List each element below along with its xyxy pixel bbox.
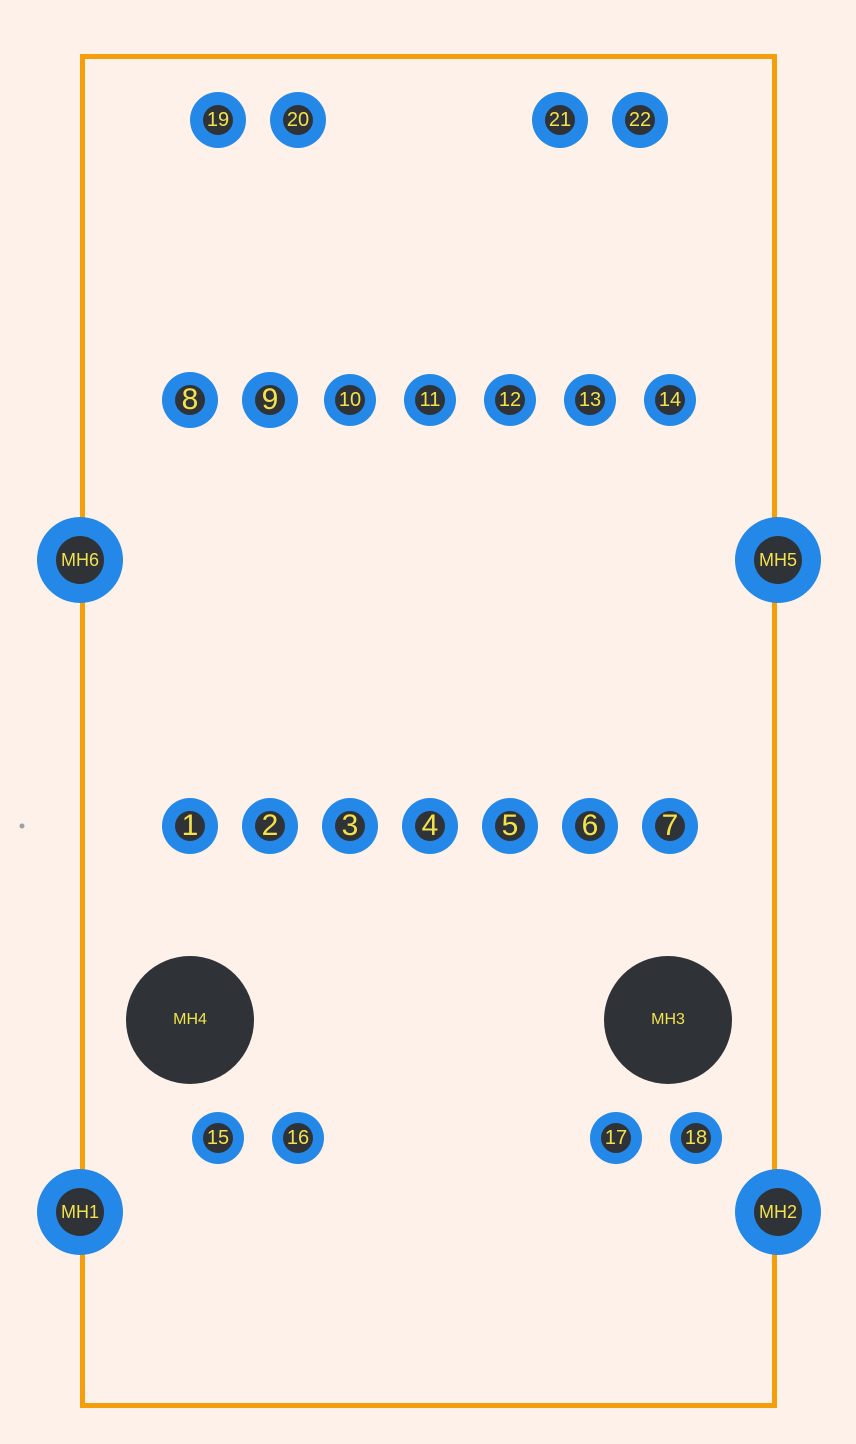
pad-label: 16 [287, 1127, 309, 1150]
pad-p21: 21 [532, 92, 588, 148]
pad-p1: 1 [162, 798, 218, 854]
pad-label: 3 [342, 809, 359, 843]
pad-label: 10 [339, 389, 361, 412]
pad-mh4: MH4 [126, 956, 254, 1084]
pad-label: 13 [579, 389, 601, 412]
pad-p12: 12 [484, 374, 536, 426]
pad-label: MH4 [173, 1011, 207, 1029]
pad-label: 2 [262, 809, 279, 843]
pad-p22: 22 [612, 92, 668, 148]
pad-label: 18 [685, 1127, 707, 1150]
pad-label: 11 [420, 389, 441, 412]
pad-p9: 9 [242, 372, 298, 428]
pad-label: 8 [182, 383, 199, 417]
pad-mh5: MH5 [735, 517, 821, 603]
pad-label: 20 [287, 109, 309, 132]
pad-p10: 10 [324, 374, 376, 426]
pad-label: 21 [549, 109, 571, 132]
pad-label: 5 [502, 809, 519, 843]
pad-label: MH6 [61, 550, 99, 571]
pad-label: 15 [207, 1127, 229, 1150]
pad-label: 6 [582, 809, 599, 843]
pad-label: 22 [629, 109, 651, 132]
pad-p20: 20 [270, 92, 326, 148]
pad-label: MH2 [759, 1202, 797, 1223]
pad-label: 1 [182, 809, 199, 843]
pad-p15: 15 [192, 1112, 244, 1164]
pad-label: MH1 [61, 1202, 99, 1223]
pad-label: 19 [207, 109, 229, 132]
pad-p2: 2 [242, 798, 298, 854]
origin-dot [20, 824, 25, 829]
pad-label: 14 [659, 389, 681, 412]
pad-p4: 4 [402, 798, 458, 854]
pad-p11: 11 [404, 374, 456, 426]
pad-mh6: MH6 [37, 517, 123, 603]
pad-p18: 18 [670, 1112, 722, 1164]
pad-p14: 14 [644, 374, 696, 426]
pad-p6: 6 [562, 798, 618, 854]
pad-label: MH5 [759, 550, 797, 571]
pad-label: 17 [605, 1127, 627, 1150]
pad-mh3: MH3 [604, 956, 732, 1084]
pad-label: 12 [499, 389, 521, 412]
pad-p3: 3 [322, 798, 378, 854]
pad-mh1: MH1 [37, 1169, 123, 1255]
pad-p16: 16 [272, 1112, 324, 1164]
footprint-outline [80, 54, 777, 1408]
pad-p7: 7 [642, 798, 698, 854]
pad-label: MH3 [651, 1011, 685, 1029]
pad-label: 9 [262, 383, 279, 417]
pad-mh2: MH2 [735, 1169, 821, 1255]
pad-p8: 8 [162, 372, 218, 428]
pad-p5: 5 [482, 798, 538, 854]
pad-label: 7 [662, 809, 679, 843]
pad-label: 4 [422, 809, 439, 843]
pad-p13: 13 [564, 374, 616, 426]
pad-p17: 17 [590, 1112, 642, 1164]
pad-p19: 19 [190, 92, 246, 148]
